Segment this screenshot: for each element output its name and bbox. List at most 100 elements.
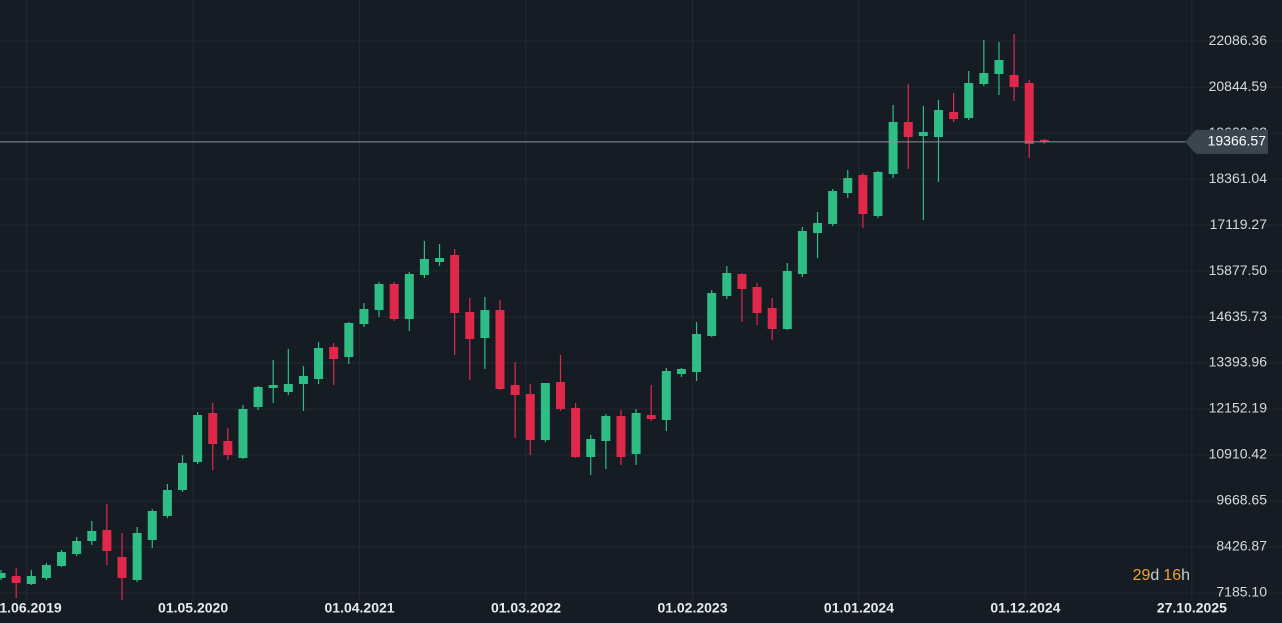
candle-body	[676, 369, 686, 374]
candle-body	[586, 439, 596, 457]
candle-body	[737, 274, 747, 289]
candle-body	[41, 565, 51, 578]
candle-body	[419, 259, 429, 275]
candle-body	[389, 284, 399, 319]
candle-body	[11, 576, 21, 583]
candle-body	[344, 323, 354, 357]
candle-body	[692, 334, 702, 372]
y-tick-label: 10910.42	[1209, 446, 1268, 462]
y-tick-label: 18361.04	[1209, 170, 1268, 186]
price-label-box	[1185, 129, 1268, 154]
candle-body	[571, 408, 581, 457]
candle-body	[616, 416, 626, 457]
y-tick-label: 13393.96	[1209, 354, 1268, 370]
candle-body	[132, 533, 142, 580]
candle-body	[646, 415, 656, 419]
candle-body	[707, 293, 717, 336]
x-tick-label: 01.01.2024	[824, 600, 894, 616]
candle-body	[404, 274, 414, 319]
countdown-hours: 16	[1163, 567, 1181, 584]
candle-body	[238, 409, 248, 458]
y-tick-label: 23328.13	[1209, 0, 1268, 2]
candle-body	[72, 541, 82, 554]
candle-body	[540, 383, 550, 440]
candle-body	[480, 310, 490, 338]
candle-body	[813, 223, 823, 233]
candle-body	[102, 530, 112, 551]
candle-body	[949, 112, 959, 119]
candle-body	[268, 385, 278, 388]
y-tick-label: 9668.65	[1216, 492, 1267, 508]
candle-body	[298, 376, 308, 384]
y-tick-label: 20844.59	[1209, 78, 1268, 94]
y-tick-label: 17119.27	[1210, 216, 1268, 232]
candle-body	[374, 284, 384, 310]
candle-body	[525, 394, 535, 440]
candle-body	[767, 308, 777, 329]
x-tick-label: 01.05.2020	[158, 600, 228, 616]
x-tick-label: 01.12.2024	[990, 600, 1060, 616]
x-tick-label: 01.04.2021	[325, 600, 395, 616]
candle-body	[964, 83, 974, 118]
candle-body	[359, 309, 369, 324]
candle-body	[1024, 83, 1034, 144]
candle-body	[888, 122, 898, 174]
y-tick-label: 15877.50	[1209, 262, 1268, 278]
y-tick-label: 14635.73	[1209, 308, 1268, 324]
candle-body	[994, 60, 1004, 74]
x-tick-label: 01.02.2023	[657, 600, 727, 616]
y-tick-label: 22086.36	[1209, 32, 1268, 48]
candle-body	[223, 441, 233, 455]
candle-body	[828, 191, 838, 224]
candle-body	[510, 385, 520, 395]
candle-body	[918, 132, 928, 136]
candle-body	[26, 576, 36, 584]
candle-body	[797, 231, 807, 274]
candle-body	[87, 531, 97, 541]
candle-body	[253, 387, 263, 407]
countdown-hour-unit: h	[1181, 567, 1190, 584]
candle-body	[843, 178, 853, 193]
candle-body	[465, 312, 475, 339]
axes: 7185.10 8426.87 9668.65 10910.42 12152.19 133…	[0, 0, 1268, 616]
candle-body	[1039, 139, 1049, 142]
x-tick-label: 01.03.2022	[491, 600, 561, 616]
candle-body	[314, 348, 324, 379]
grid	[0, 0, 1282, 601]
candle-body	[193, 415, 203, 462]
candle-body	[631, 413, 641, 454]
y-tick-label: 8426.87	[1216, 538, 1267, 554]
candles	[0, 34, 1049, 600]
candle-body	[0, 573, 6, 578]
x-tick-label: 01.06.2019	[0, 600, 62, 616]
candle-body	[1009, 75, 1019, 87]
candle-body	[873, 172, 883, 216]
candle-body	[933, 110, 943, 137]
countdown-day-unit: d	[1150, 567, 1159, 584]
candle-body	[57, 552, 67, 566]
candle-body	[555, 382, 565, 409]
candle-body	[162, 490, 172, 516]
candle-body	[283, 384, 293, 392]
candle-body	[329, 347, 339, 359]
candle-body	[177, 463, 187, 490]
candle-body	[147, 511, 157, 540]
x-tick-label: 27.10.2025	[1157, 600, 1227, 616]
y-tick-label: 7185.10	[1216, 584, 1267, 600]
candle-body	[858, 175, 868, 214]
candle-body	[782, 271, 792, 329]
candle-body	[661, 371, 671, 420]
candle-body	[208, 413, 218, 444]
candle-body	[450, 255, 460, 313]
candle-body	[117, 557, 127, 578]
candle-body	[601, 416, 611, 441]
candle-body	[722, 273, 732, 296]
candle-body	[495, 310, 505, 389]
price-label: 19366.57	[1208, 133, 1267, 149]
candle-body	[435, 258, 445, 262]
candle-body	[752, 287, 762, 313]
candle-body	[979, 73, 989, 84]
